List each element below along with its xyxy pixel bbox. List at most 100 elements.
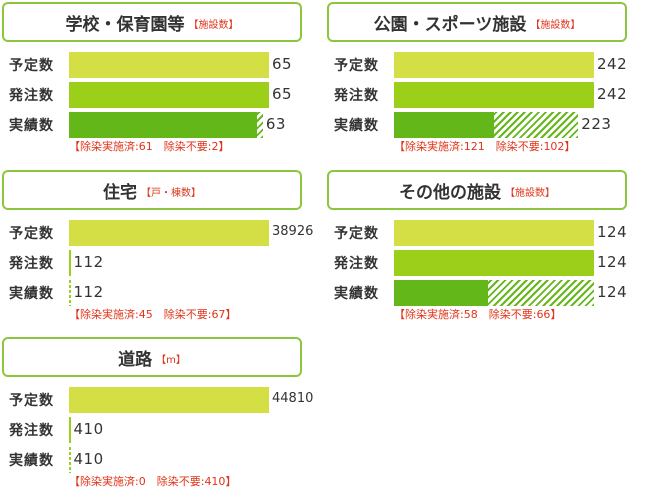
panel-title-text: 学校・保育園等 bbox=[65, 14, 185, 35]
note-none-value: 410 bbox=[204, 475, 226, 488]
value-label-order: 242 bbox=[597, 85, 628, 103]
note-none-label: 除染不要: bbox=[495, 140, 544, 153]
note-none-value: 66 bbox=[536, 308, 551, 321]
bar-row-done: 実績数 223 bbox=[327, 112, 650, 138]
panel-unit: 【施設数】 bbox=[530, 20, 581, 31]
bar-done-decontaminated bbox=[394, 280, 488, 306]
note-close: 】 bbox=[225, 308, 237, 321]
value-label-order: 410 bbox=[73, 420, 104, 438]
note-done-label: 除染実施済: bbox=[80, 308, 139, 321]
value-label-plan: 44810 bbox=[272, 391, 314, 406]
note-done-value: 58 bbox=[463, 308, 478, 321]
value-label-plan: 124 bbox=[597, 223, 628, 241]
breakdown-note: 【除染実施済:0 除染不要:410】 bbox=[69, 473, 236, 489]
panel-title: その他の施設 【施設数】 bbox=[327, 170, 627, 210]
bar-plan bbox=[69, 52, 269, 78]
bar-row-plan: 予定数 124 bbox=[327, 220, 650, 246]
breakdown-note: 【除染実施済:58 除染不要:66】 bbox=[394, 306, 561, 322]
note-none-value: 2 bbox=[211, 140, 219, 153]
value-label-plan: 38926 bbox=[272, 224, 314, 239]
bar-order bbox=[69, 82, 269, 108]
bar-order bbox=[394, 250, 594, 276]
bar-done-none bbox=[69, 280, 71, 306]
note-close: 】 bbox=[564, 140, 576, 153]
note-done-label: 除染実施済: bbox=[80, 475, 139, 488]
bar-order bbox=[69, 250, 71, 276]
note-done-value: 0 bbox=[138, 475, 146, 488]
panel-title-text: 住宅 bbox=[103, 182, 137, 203]
row-label-order: 発注数 bbox=[334, 88, 379, 104]
panel-title-text: 公園・スポーツ施設 bbox=[373, 14, 527, 35]
value-label-plan: 242 bbox=[597, 55, 628, 73]
bar-row-done: 実績数 124 bbox=[327, 280, 650, 306]
bar-row-plan: 予定数 65 bbox=[2, 52, 332, 78]
note-gap bbox=[478, 308, 489, 321]
bar-row-done: 実績数 410 bbox=[2, 447, 332, 473]
note-gap bbox=[153, 308, 164, 321]
note-none-label: 除染不要: bbox=[488, 308, 537, 321]
bar-row-order: 発注数 124 bbox=[327, 250, 650, 276]
bar-done-decontaminated bbox=[69, 112, 257, 138]
chart-panel: 道路 【m】 予定数 44810 発注数 410 実績数 410 【除染実施済:0 除染不要:4… bbox=[2, 337, 313, 497]
panel-unit: 【施設数】 bbox=[505, 188, 555, 199]
row-label-done: 実績数 bbox=[9, 118, 54, 134]
chart-panel: 住宅 【戸・棟数】 予定数 38926 発注数 112 実績数 112 【除染実施済:45 除染… bbox=[2, 170, 313, 330]
bar-order bbox=[394, 82, 594, 108]
row-label-done: 実績数 bbox=[334, 286, 379, 302]
note-done-label: 除染実施済: bbox=[405, 308, 464, 321]
bar-plan bbox=[69, 220, 269, 246]
bar-done-not-required bbox=[494, 112, 579, 138]
breakdown-note: 【除染実施済:45 除染不要:67】 bbox=[69, 306, 236, 322]
note-none-label: 除染不要: bbox=[163, 308, 212, 321]
panel-unit: 【m】 bbox=[156, 355, 186, 366]
chart-panel: その他の施設 【施設数】予定数 124 発注数 124 実績数 124 【除染実施済:58 除… bbox=[327, 170, 627, 330]
bar-plan bbox=[69, 387, 269, 413]
panel-title: 住宅 【戸・棟数】 bbox=[2, 170, 302, 210]
row-label-done: 実績数 bbox=[9, 453, 54, 469]
note-gap bbox=[485, 140, 496, 153]
bar-row-plan: 予定数 242 bbox=[327, 52, 650, 78]
value-label-order: 124 bbox=[597, 253, 628, 271]
note-none-label: 除染不要: bbox=[163, 140, 212, 153]
note-done-label: 除染実施済: bbox=[80, 140, 139, 153]
row-label-done: 実績数 bbox=[334, 118, 379, 134]
panel-title-text: その他の施設 bbox=[399, 182, 501, 203]
breakdown-note: 【除染実施済:121 除染不要:102】 bbox=[394, 138, 575, 154]
panel-title: 公園・スポーツ施設 【施設数】 bbox=[327, 2, 627, 42]
note-done-value: 61 bbox=[138, 140, 153, 153]
bar-row-done: 実績数 112 bbox=[2, 280, 332, 306]
bar-row-order: 発注数 112 bbox=[2, 250, 332, 276]
bar-done-not-required bbox=[487, 280, 594, 306]
note-open: 【 bbox=[69, 308, 80, 321]
value-label-done: 410 bbox=[73, 450, 104, 468]
note-close: 】 bbox=[550, 308, 562, 321]
row-label-order: 発注数 bbox=[9, 88, 54, 104]
row-label-order: 発注数 bbox=[334, 256, 379, 272]
note-done-label: 除染実施済: bbox=[405, 140, 464, 153]
note-none-value: 67 bbox=[211, 308, 226, 321]
value-label-plan: 65 bbox=[272, 55, 293, 73]
value-label-done: 112 bbox=[73, 283, 104, 301]
row-label-order: 発注数 bbox=[9, 423, 54, 439]
note-open: 【 bbox=[69, 475, 80, 488]
bar-row-done: 実績数 63 bbox=[2, 112, 332, 138]
row-label-plan: 予定数 bbox=[334, 226, 379, 242]
value-label-done: 124 bbox=[597, 283, 628, 301]
bar-row-order: 発注数 65 bbox=[2, 82, 332, 108]
note-none-label: 除染不要: bbox=[156, 475, 205, 488]
bar-plan bbox=[394, 220, 594, 246]
note-close: 】 bbox=[218, 140, 230, 153]
bar-done-decontaminated bbox=[394, 112, 494, 138]
panel-title-text: 道路 bbox=[118, 349, 153, 370]
note-gap bbox=[153, 140, 164, 153]
row-label-plan: 予定数 bbox=[9, 226, 54, 242]
value-label-order: 112 bbox=[73, 253, 104, 271]
panel-unit: 【戸・棟数】 bbox=[141, 188, 201, 199]
panel-title: 道路 【m】 bbox=[2, 337, 302, 377]
value-label-done: 63 bbox=[265, 115, 286, 133]
bar-done-not-required bbox=[256, 112, 263, 138]
value-label-order: 65 bbox=[272, 85, 293, 103]
note-gap bbox=[146, 475, 157, 488]
bar-row-order: 発注数 410 bbox=[2, 417, 332, 443]
bar-row-plan: 予定数 44810 bbox=[2, 387, 332, 413]
